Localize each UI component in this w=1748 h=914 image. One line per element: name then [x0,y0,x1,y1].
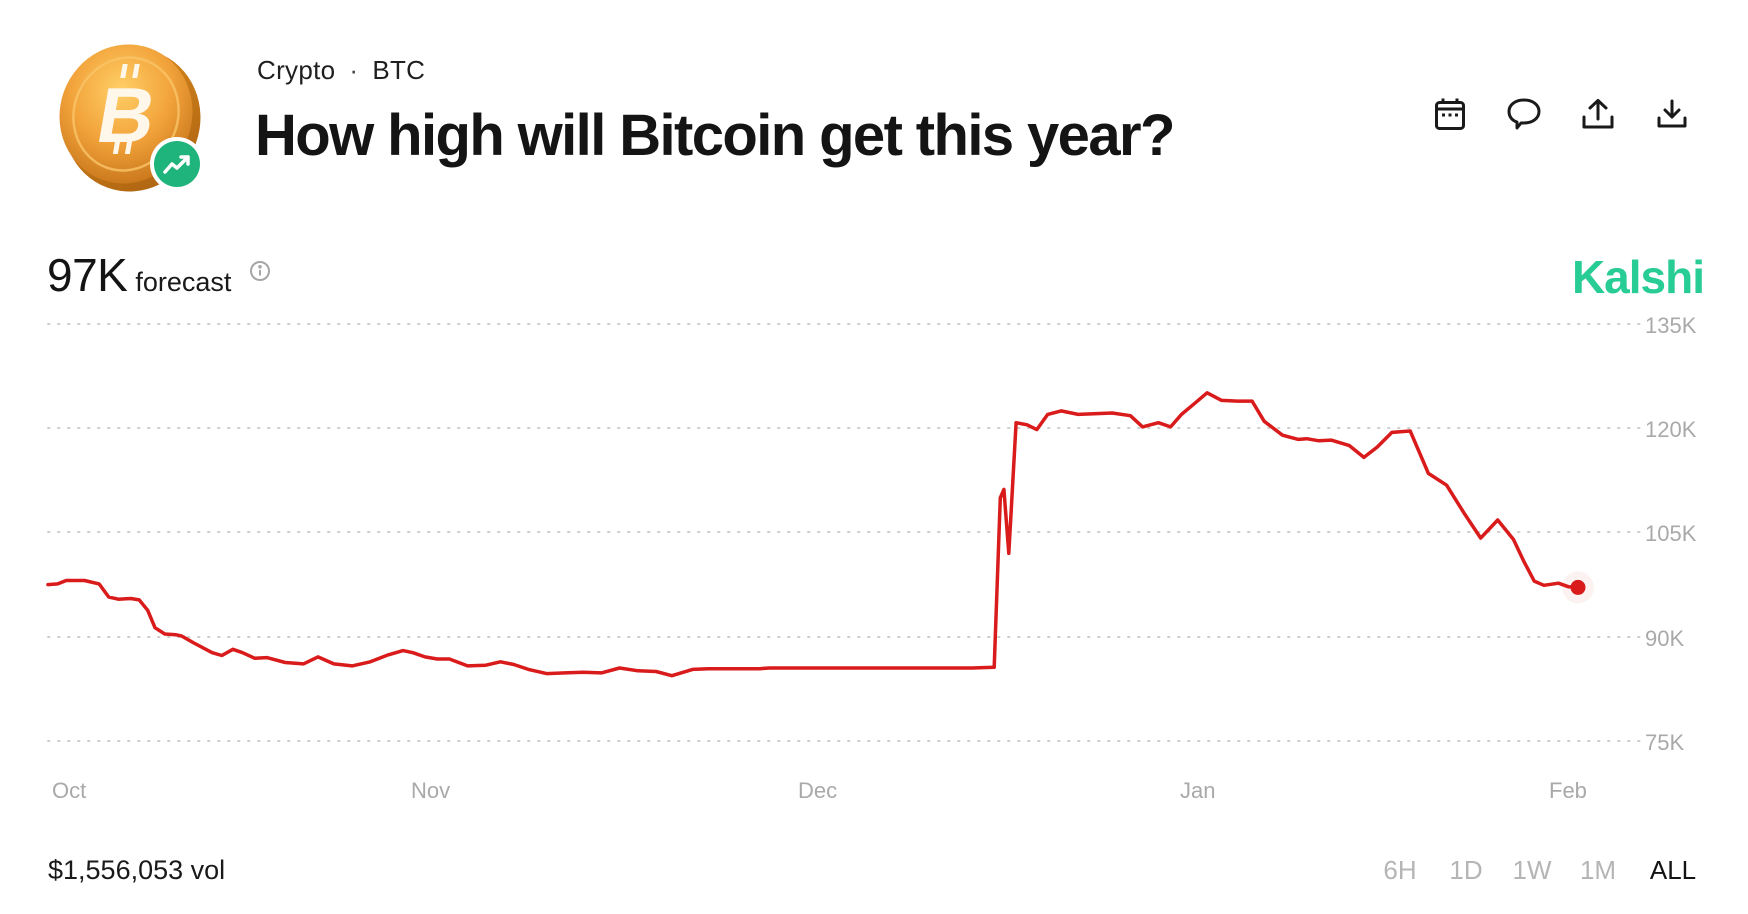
breadcrumb-separator: · [349,55,359,85]
download-icon [1657,99,1687,128]
bitcoin-logo: B [48,34,208,194]
range-selector: 6H 1D 1W 1M ALL [1367,855,1709,886]
x-tick-dec: Dec [798,778,838,803]
forecast-value: 97K [47,249,128,301]
breadcrumb: Crypto · BTC [257,55,425,86]
gridlines [47,323,1642,742]
y-tick-75k: 75K [1645,730,1685,755]
breadcrumb-category[interactable]: Crypto [257,55,336,85]
range-6h[interactable]: 6H [1383,855,1417,885]
x-tick-feb: Feb [1549,778,1587,803]
endpoint-dot [1570,579,1586,595]
info-button[interactable] [249,260,271,287]
comment-icon [1507,98,1541,130]
forecast-summary: 97K forecast [47,248,271,302]
y-tick-105k: 105K [1645,521,1697,546]
header-actions [1432,96,1690,132]
kalshi-logo[interactable]: Kalshi [1571,251,1705,303]
range-1m[interactable]: 1M [1579,855,1617,885]
calendar-button[interactable] [1432,96,1468,132]
x-tick-jan: Jan [1180,778,1216,803]
range-1w[interactable]: 1W [1512,855,1552,885]
forecast-label: forecast [135,267,232,297]
endpoint-halo [1562,571,1594,604]
x-tick-oct: Oct [52,778,87,803]
range-all[interactable]: ALL [1649,855,1697,885]
download-button[interactable] [1654,96,1690,132]
comment-button[interactable] [1506,96,1542,132]
share-icon [1582,99,1614,129]
x-tick-nov: Nov [411,778,451,803]
price-line [46,391,1580,678]
page-title: How high will Bitcoin get this year? [255,103,1175,168]
share-button[interactable] [1580,96,1616,132]
y-tick-90k: 90K [1645,626,1685,651]
calendar-icon [1435,98,1465,130]
y-tick-135k: 135K [1645,313,1697,338]
info-icon [250,260,271,281]
range-1d[interactable]: 1D [1449,855,1483,885]
volume-label: $1,556,053 vol [48,855,226,885]
y-tick-120k: 120K [1645,417,1697,442]
breadcrumb-ticker[interactable]: BTC [372,55,426,85]
